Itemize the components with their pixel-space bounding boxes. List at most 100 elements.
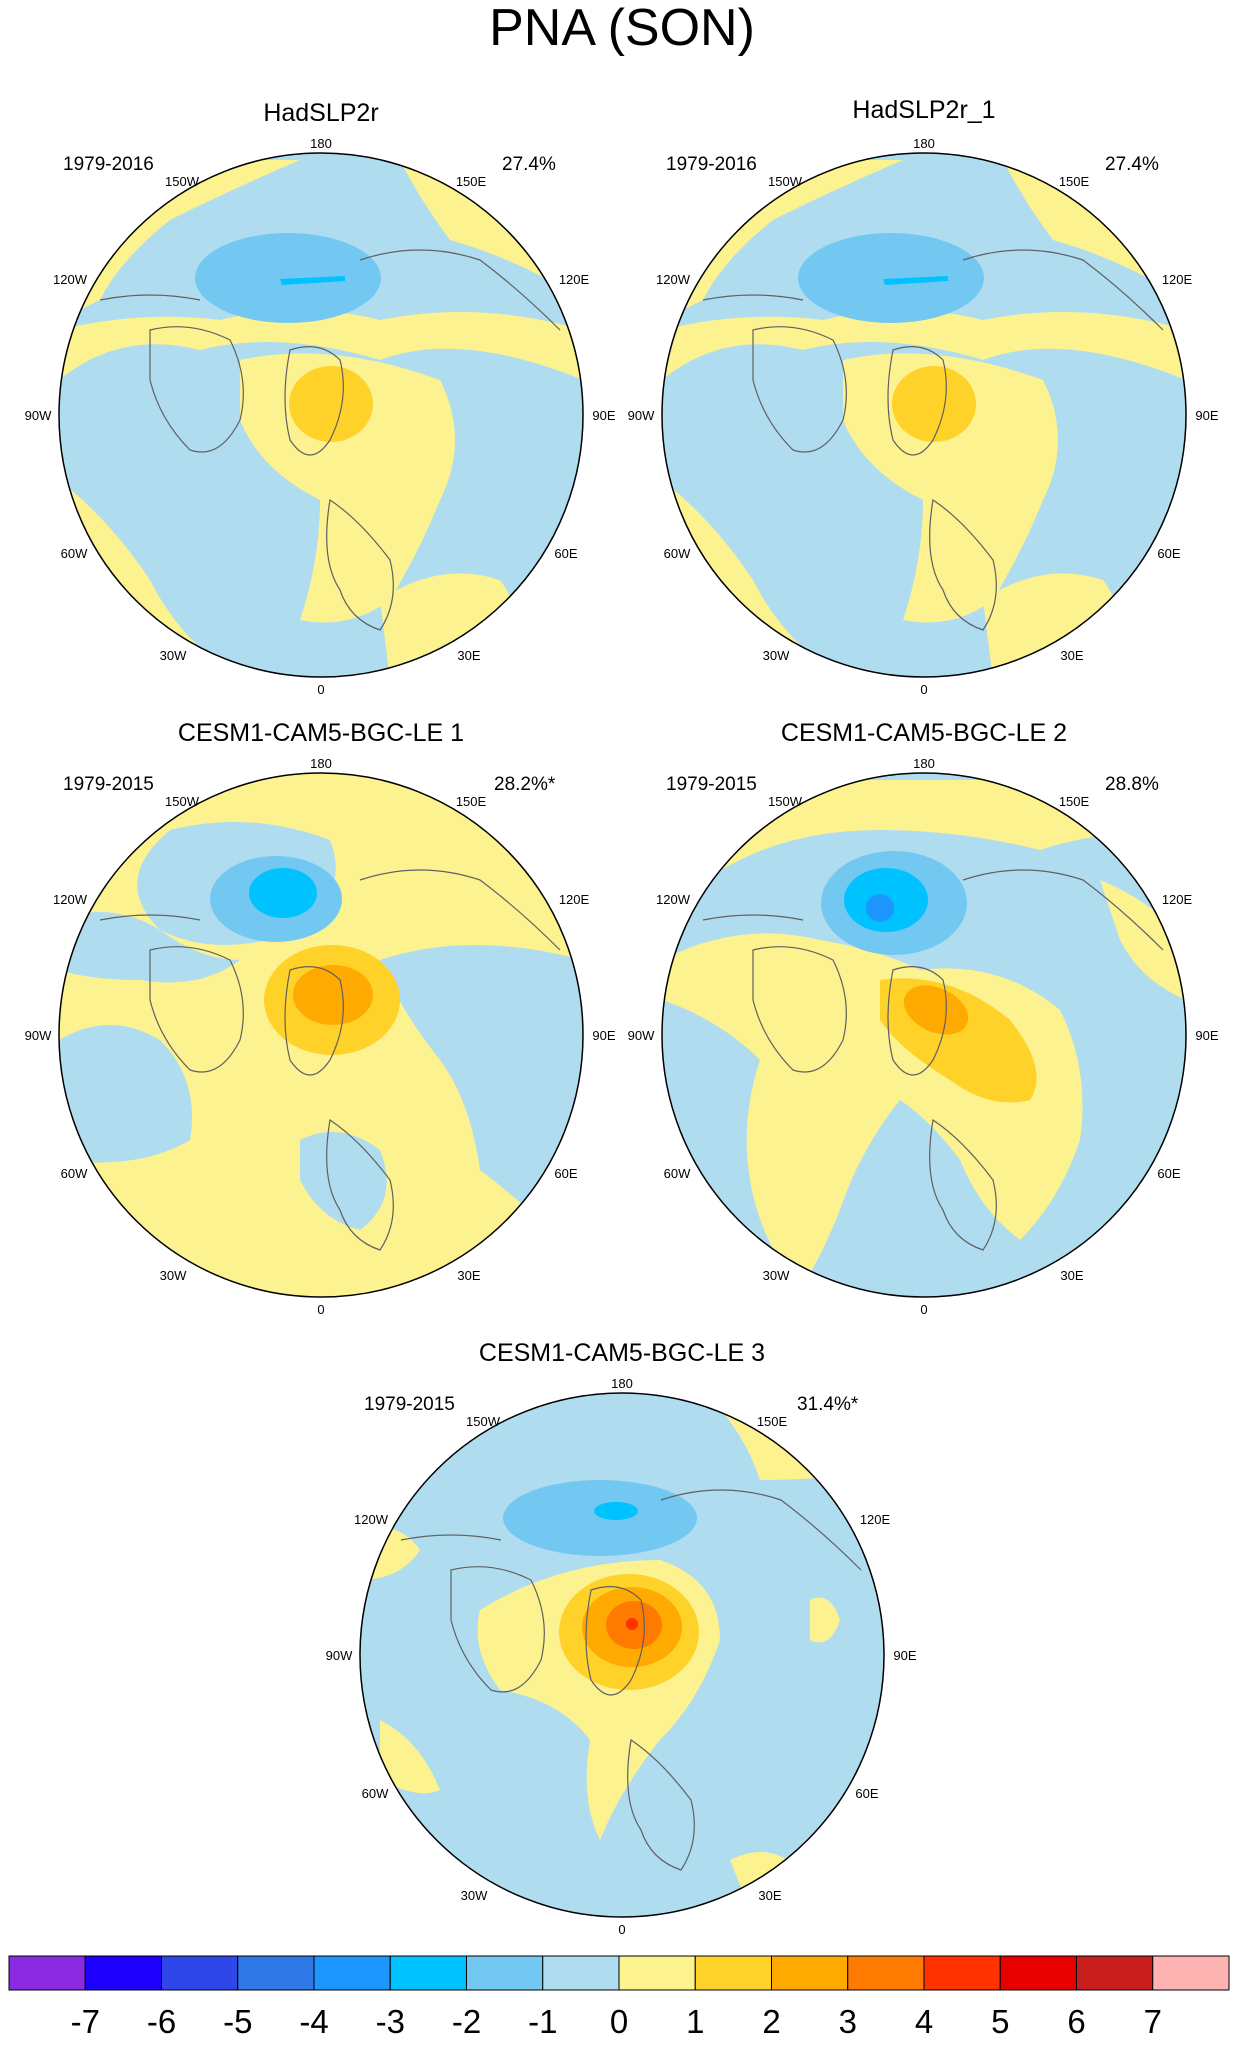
- colorbar-boxes: [8, 1955, 1230, 1991]
- lon-label-90w: 90W: [25, 408, 52, 423]
- colorbar-labels: -7 -6 -5 -4 -3 -2 -1 0 1 2 3 4 5 6 7: [71, 2003, 1162, 2040]
- lon-label-top: 180: [913, 756, 935, 771]
- map-panel-4: CESM1-CAM5-BGC-LE 2 1979-2015 28.8% 180 …: [628, 719, 1219, 1317]
- lon-label-60w: 60W: [61, 546, 88, 561]
- panel-title: CESM1-CAM5-BGC-LE 3: [479, 1339, 765, 1367]
- colorbar-box: [999, 1955, 1077, 1991]
- lon-label-top: 180: [310, 136, 332, 151]
- panel-title: CESM1-CAM5-BGC-LE 2: [781, 719, 1067, 747]
- lon-label-30w: 30W: [160, 648, 187, 663]
- map-panel-3: CESM1-CAM5-BGC-LE 1 1979-2015 28.2%* 180…: [25, 719, 616, 1317]
- lon-label-120e: 120E: [860, 1512, 891, 1527]
- lon-label-120w: 120W: [656, 272, 691, 287]
- lon-label-30e: 30E: [1060, 648, 1083, 663]
- lon-label-120w: 120W: [53, 892, 88, 907]
- lon-label-90e: 90E: [592, 408, 615, 423]
- colorbar-box: [389, 1955, 467, 1991]
- lon-label-150e: 150E: [1059, 174, 1090, 189]
- colorbar-box: [237, 1955, 315, 1991]
- panel-period: 1979-2015: [666, 774, 757, 795]
- lon-label-90w: 90W: [628, 408, 655, 423]
- lon-label-150w: 150W: [165, 794, 200, 809]
- lon-label-30w: 30W: [763, 1268, 790, 1283]
- panel-variance: 28.8%: [1105, 774, 1159, 795]
- lon-label-30w: 30W: [461, 1888, 488, 1903]
- colorbar-box: [466, 1955, 544, 1991]
- panel-variance: 27.4%: [1105, 154, 1159, 175]
- lon-label-top: 180: [913, 136, 935, 151]
- map-panel-1: HadSLP2r 1979-2016 27.4% 180 0 150W 120W…: [25, 99, 616, 697]
- colorbar-label: 2: [762, 2003, 780, 2040]
- colorbar-box: [1076, 1955, 1154, 1991]
- lon-label-60w: 60W: [362, 1786, 389, 1801]
- lon-label-150e: 150E: [456, 174, 487, 189]
- lon-label-bottom: 0: [317, 682, 324, 697]
- map-border: [58, 772, 584, 1298]
- colorbar-label: -1: [528, 2003, 557, 2040]
- colorbar: -7 -6 -5 -4 -3 -2 -1 0 1 2 3 4 5 6 7: [8, 1955, 1230, 2040]
- lon-label-150w: 150W: [165, 174, 200, 189]
- lon-label-60e: 60E: [1157, 1166, 1180, 1181]
- lon-label-30e: 30E: [1060, 1268, 1083, 1283]
- colorbar-label: -4: [299, 2003, 328, 2040]
- lon-label-30w: 30W: [160, 1268, 187, 1283]
- lon-label-90e: 90E: [893, 1648, 916, 1663]
- colorbar-box: [847, 1955, 925, 1991]
- panel-variance: 31.4%*: [797, 1394, 859, 1415]
- lon-label-150w: 150W: [466, 1414, 501, 1429]
- colorbar-label: -7: [71, 2003, 100, 2040]
- colorbar-box: [694, 1955, 772, 1991]
- lon-label-90w: 90W: [25, 1028, 52, 1043]
- lon-label-top: 180: [310, 756, 332, 771]
- lon-label-bottom: 0: [317, 1302, 324, 1317]
- panel-variance: 28.2%*: [494, 774, 556, 795]
- lon-label-top: 180: [611, 1376, 633, 1391]
- colorbar-box: [313, 1955, 391, 1991]
- colorbar-label: -6: [147, 2003, 176, 2040]
- lon-label-120e: 120E: [559, 272, 590, 287]
- colorbar-box: [618, 1955, 696, 1991]
- lon-label-90e: 90E: [1195, 1028, 1218, 1043]
- map-border: [661, 772, 1187, 1298]
- lon-label-30w: 30W: [763, 648, 790, 663]
- lon-label-120e: 120E: [1162, 892, 1193, 907]
- lon-label-60w: 60W: [664, 546, 691, 561]
- panel-title: CESM1-CAM5-BGC-LE 1: [178, 719, 464, 747]
- panel-title: HadSLP2r: [263, 99, 378, 127]
- map-fill: [360, 1393, 884, 1917]
- lon-label-bottom: 0: [618, 1922, 625, 1937]
- colorbar-label: 7: [1144, 2003, 1162, 2040]
- colorbar-label: 1: [686, 2003, 704, 2040]
- lon-label-150w: 150W: [768, 794, 803, 809]
- colorbar-label: -2: [452, 2003, 481, 2040]
- lon-label-120e: 120E: [559, 892, 590, 907]
- panel-period: 1979-2016: [666, 154, 757, 175]
- colorbar-label: 3: [839, 2003, 857, 2040]
- lon-label-30e: 30E: [457, 1268, 480, 1283]
- lon-label-bottom: 0: [920, 1302, 927, 1317]
- lon-label-30e: 30E: [758, 1888, 781, 1903]
- lon-label-120w: 120W: [53, 272, 88, 287]
- lon-label-bottom: 0: [920, 682, 927, 697]
- panel-title: HadSLP2r_1: [852, 96, 995, 124]
- colorbar-label: 6: [1067, 2003, 1085, 2040]
- colorbar-box: [1152, 1955, 1230, 1991]
- colorbar-label: 4: [915, 2003, 933, 2040]
- lon-label-60e: 60E: [554, 546, 577, 561]
- colorbar-box: [84, 1955, 162, 1991]
- panel-period: 1979-2015: [364, 1394, 455, 1415]
- map-panel-5: CESM1-CAM5-BGC-LE 3 1979-2015 31.4%* 180…: [326, 1339, 917, 1937]
- colorbar-box: [923, 1955, 1001, 1991]
- figure-title: PNA (SON): [489, 0, 755, 57]
- lon-label-60e: 60E: [855, 1786, 878, 1801]
- lon-label-60e: 60E: [1157, 546, 1180, 561]
- lon-label-90w: 90W: [628, 1028, 655, 1043]
- map-border: [661, 152, 1187, 678]
- lon-label-60w: 60W: [61, 1166, 88, 1181]
- colorbar-label: 5: [991, 2003, 1009, 2040]
- lon-label-150e: 150E: [456, 794, 487, 809]
- lon-label-60e: 60E: [554, 1166, 577, 1181]
- lon-label-120w: 120W: [656, 892, 691, 907]
- lon-label-90w: 90W: [326, 1648, 353, 1663]
